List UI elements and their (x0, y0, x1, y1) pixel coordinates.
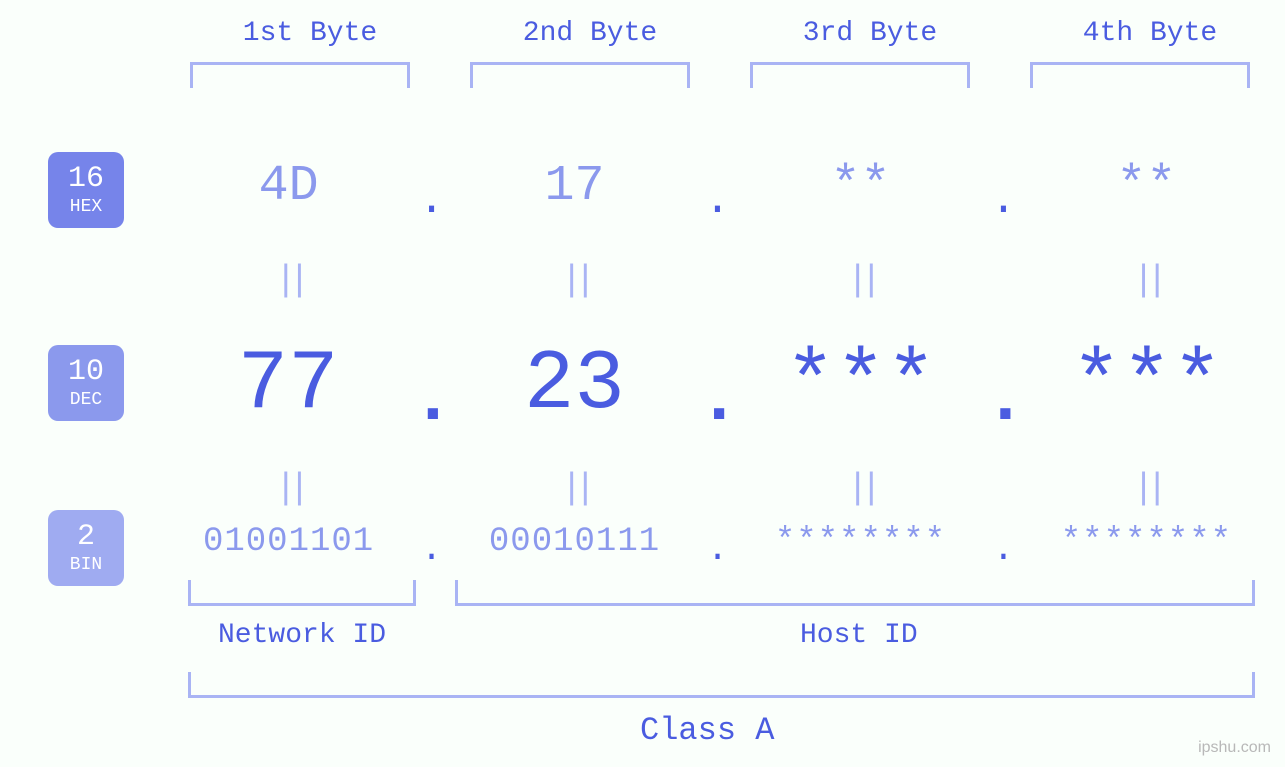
badge-bin-txt: BIN (70, 556, 102, 574)
class-label: Class A (640, 712, 774, 749)
hex-byte-1: 4D (165, 158, 412, 215)
dec-byte-3: *** (738, 338, 984, 433)
badge-hex-num: 16 (68, 164, 104, 194)
hex-byte-2: 17 (451, 158, 698, 215)
equals-icon: || (1023, 468, 1270, 509)
dec-byte-2: 23 (451, 338, 697, 433)
badge-dec: 10 DEC (48, 345, 124, 421)
top-bracket-1 (190, 62, 410, 88)
dot-icon: . (698, 529, 737, 570)
badge-bin: 2 BIN (48, 510, 124, 586)
bin-byte-3: ******** (737, 523, 984, 561)
network-id-label: Network ID (218, 620, 386, 651)
bin-byte-4: ******** (1023, 523, 1270, 561)
equals-icon: || (737, 260, 984, 301)
network-bracket (188, 580, 416, 606)
eq-row-2: || || || || (165, 468, 1270, 509)
top-bracket-2 (470, 62, 690, 88)
dot-icon: . (984, 359, 1024, 441)
dot-icon: . (411, 359, 451, 441)
badge-dec-txt: DEC (70, 391, 102, 409)
dot-icon: . (698, 359, 738, 441)
badge-hex: 16 HEX (48, 152, 124, 228)
dot-icon: . (412, 529, 451, 570)
ip-diagram: 1st Byte 2nd Byte 3rd Byte 4th Byte 16 H… (0, 0, 1285, 767)
dot-icon: . (412, 176, 451, 226)
host-bracket (455, 580, 1255, 606)
hex-row: 4D . 17 . ** . ** (165, 158, 1270, 215)
byte-header-2: 2nd Byte (490, 18, 690, 49)
badge-bin-num: 2 (77, 522, 95, 552)
badge-hex-txt: HEX (70, 198, 102, 216)
dec-byte-1: 77 (165, 338, 411, 433)
bin-byte-1: 01001101 (165, 523, 412, 561)
dot-icon: . (698, 176, 737, 226)
eq-row-1: || || || || (165, 260, 1270, 301)
byte-header-1: 1st Byte (210, 18, 410, 49)
bin-byte-2: 00010111 (451, 523, 698, 561)
class-bracket (188, 672, 1255, 698)
equals-icon: || (165, 468, 412, 509)
equals-icon: || (165, 260, 412, 301)
dec-byte-4: *** (1024, 338, 1270, 433)
byte-header-4: 4th Byte (1050, 18, 1250, 49)
host-id-label: Host ID (800, 620, 918, 651)
badge-dec-num: 10 (68, 357, 104, 387)
dot-icon: . (984, 529, 1023, 570)
byte-header-3: 3rd Byte (770, 18, 970, 49)
equals-icon: || (451, 468, 698, 509)
equals-icon: || (737, 468, 984, 509)
equals-icon: || (1023, 260, 1270, 301)
top-bracket-4 (1030, 62, 1250, 88)
equals-icon: || (451, 260, 698, 301)
dot-icon: . (984, 176, 1023, 226)
hex-byte-4: ** (1023, 158, 1270, 215)
dec-row: 77 . 23 . *** . *** (165, 338, 1270, 433)
watermark: ipshu.com (1198, 739, 1271, 757)
bin-row: 01001101 . 00010111 . ******** . *******… (165, 521, 1270, 562)
hex-byte-3: ** (737, 158, 984, 215)
top-bracket-3 (750, 62, 970, 88)
